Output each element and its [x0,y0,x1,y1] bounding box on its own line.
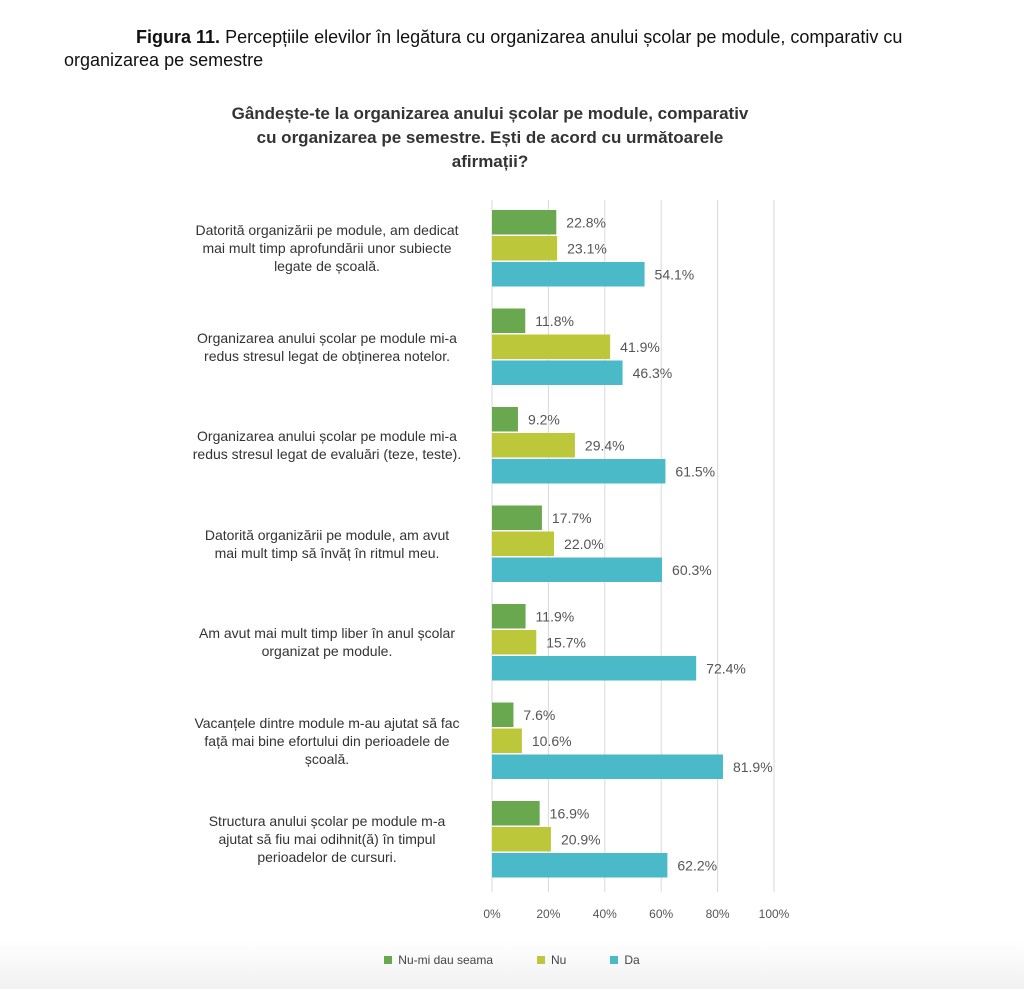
x-tick-label: 20% [536,907,560,921]
data-label: 22.8% [566,214,606,230]
category-label-line: Structura anului școlar pe module m-a [208,813,446,830]
category-label-line: ajutat să fiu mai odihnit(ă) în timpul [218,831,436,848]
legend-item: Nu-mi dau seama [384,953,493,967]
data-label: 11.9% [536,608,575,624]
bar [492,433,575,458]
x-tick-label: 40% [593,907,617,921]
bar [492,334,611,359]
x-tick-label: 100% [759,907,790,921]
category-label-line: Organizarea anului școlar pe module mi-a [197,329,457,346]
bar [492,210,557,235]
category-label-line: Vacanțele dintre module m-au ajutat să f… [194,714,460,731]
legend-swatch [610,956,619,964]
bar [492,827,551,852]
data-label: 9.2% [528,411,560,427]
category-label-line: Organizarea anului școlar pe module mi-a [197,428,457,445]
category-label: Datorită organizării pe module, am avut m… [172,526,482,562]
data-label: 11.8% [535,313,574,329]
category-label: Vacanțele dintre module m-au ajutat să f… [172,714,482,768]
legend-label: Da [624,953,640,967]
x-tick-label: 60% [649,907,673,921]
data-label: 72.4% [706,660,746,676]
category-label: Organizarea anului școlar pe module mi-a… [172,329,482,365]
category-label: Organizarea anului școlar pe module mi-a… [172,427,482,463]
legend-label: Nu [551,953,567,967]
data-label: 23.1% [567,240,607,256]
chart-title: Gândește-te la organizarea anului școlar… [231,104,749,171]
data-label: 61.5% [675,463,715,479]
bar [492,531,555,556]
x-tick-label: 0% [483,907,501,921]
bar [492,630,537,655]
data-label: 60.3% [672,562,712,578]
bar [492,459,666,484]
data-label: 16.9% [550,805,590,821]
category-label-line: mai mult timp să învăț în ritmul meu. [214,544,440,561]
category-label-line: Datorită organizării pe module, am dedic… [195,222,459,239]
bar [492,702,514,727]
category-label: Datorită organizării pe module, am dedic… [172,221,482,275]
data-label: 29.4% [585,437,625,453]
category-label-line: Datorită organizării pe module, am avut [204,526,450,543]
bar [492,801,540,826]
category-label-line: organizat pe module. [261,643,393,660]
figure-caption-text: Percepțiile elevilor în legătura cu orga… [64,27,903,70]
category-label-line: legate de școală. [274,258,380,275]
data-label: 15.7% [546,634,586,650]
legend-label: Nu-mi dau seama [398,953,494,967]
data-label: 41.9% [620,339,660,355]
bar [492,728,522,753]
data-label: 81.9% [733,759,773,775]
category-label-line: perioadelor de cursuri. [257,849,397,866]
bar [492,853,668,878]
data-label: 22.0% [564,536,604,552]
bar [492,505,542,530]
category-label: Structura anului școlar pe module m-a aju… [172,812,482,866]
bar [492,557,663,582]
data-label: 20.9% [561,831,601,847]
bar [492,262,645,287]
category-label-line: față mai bine efortului din perioadele d… [204,732,450,749]
data-label: 54.1% [655,266,695,282]
data-label: 10.6% [532,733,572,749]
category-label: Am avut mai mult timp liber în anul școl… [172,624,482,660]
bottom-band [0,940,1024,989]
legend-swatch [537,956,546,964]
data-label: 46.3% [633,365,673,381]
bar [492,754,723,779]
data-label: 7.6% [523,707,555,723]
category-label-line: mai mult timp aprofundării unor subiecte [202,240,452,257]
category-label-line: școală. [304,750,350,767]
data-label: 17.7% [552,510,592,526]
bar [492,656,697,681]
category-label-line: Am avut mai mult timp liber în anul școl… [199,625,455,642]
bar [492,360,623,385]
figure-caption: Figura 11. Percepțiile elevilor în legăt… [64,26,964,72]
bar [492,604,526,629]
category-label-line: redus stresul legat de obținerea notelor… [204,347,450,364]
x-tick-label: 80% [706,907,730,921]
chart-legend: Nu-mi dau seama Nu Da [0,953,1024,967]
legend-item: Da [610,953,640,967]
legend-swatch [384,956,393,964]
bar [492,407,518,432]
bar [492,308,526,333]
figure-label: Figura 11. [136,27,221,47]
category-label-line: redus stresul legat de evaluări (teze, t… [192,446,462,463]
bar [492,236,558,261]
data-label: 62.2% [677,857,717,873]
legend-item: Nu [537,953,566,967]
